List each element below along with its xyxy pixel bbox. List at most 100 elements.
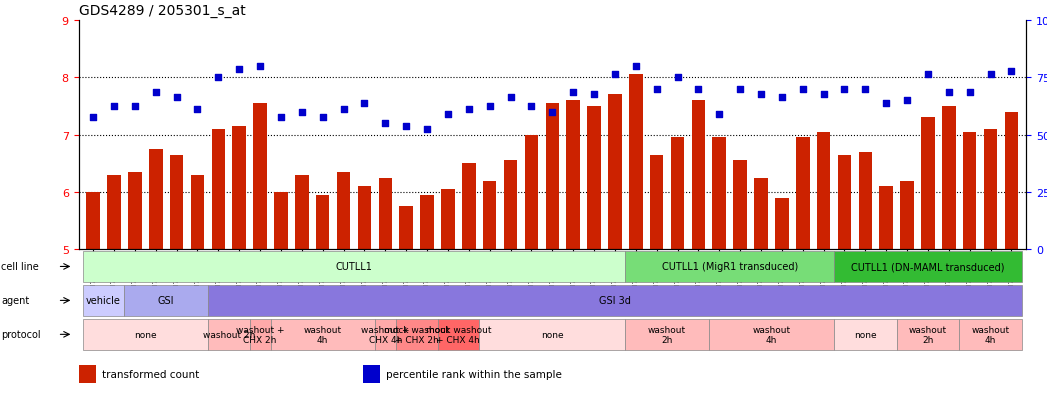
Bar (859, 152, 872, 250)
Point (482, 103, 498, 110)
Bar (83, 251, 625, 282)
Point (982, 72, 999, 78)
Bar (83, 319, 208, 350)
Point (543, 109, 560, 116)
Text: CUTLL1 (MigR1 transduced): CUTLL1 (MigR1 transduced) (662, 262, 798, 272)
Point (606, 72, 623, 78)
Text: protocol: protocol (1, 330, 41, 339)
Bar (921, 118, 935, 250)
Bar (362, 366, 380, 383)
Bar (295, 176, 309, 250)
Point (398, 123, 415, 130)
Point (669, 75, 686, 81)
Bar (208, 285, 1022, 316)
Point (106, 103, 122, 110)
Bar (396, 319, 438, 350)
Point (627, 63, 644, 70)
Point (524, 103, 540, 110)
Point (377, 121, 394, 127)
Bar (754, 178, 767, 250)
Bar (834, 251, 1022, 282)
Bar (775, 198, 788, 250)
Point (127, 103, 143, 110)
Bar (83, 285, 125, 316)
Bar (107, 176, 120, 250)
Point (816, 92, 832, 98)
Text: none: none (134, 330, 157, 339)
Point (877, 100, 894, 107)
Point (230, 66, 247, 73)
Point (690, 86, 707, 93)
Text: transformed count: transformed count (103, 370, 200, 380)
Point (648, 86, 665, 93)
Text: GSI: GSI (158, 296, 175, 306)
Text: none: none (541, 330, 563, 339)
Bar (525, 135, 538, 250)
Text: cell line: cell line (1, 262, 39, 272)
Bar (650, 155, 664, 250)
Point (148, 89, 164, 95)
Text: mock washout
+ CHX 4h: mock washout + CHX 4h (426, 325, 491, 344)
Bar (834, 319, 896, 350)
Text: washout
4h: washout 4h (972, 325, 1009, 344)
Text: washout
2h: washout 2h (909, 325, 948, 344)
Bar (796, 138, 809, 250)
Bar (79, 366, 95, 383)
Bar (125, 285, 208, 316)
Bar (896, 319, 959, 350)
Bar (545, 104, 559, 250)
Point (419, 126, 436, 133)
Point (461, 106, 477, 113)
Bar (629, 75, 643, 250)
Text: washout +
CHX 4h: washout + CHX 4h (361, 325, 409, 344)
Point (919, 72, 936, 78)
Point (774, 95, 790, 101)
Bar (375, 319, 396, 350)
Bar (504, 161, 517, 250)
Bar (86, 192, 99, 250)
Bar (462, 164, 475, 250)
Bar (984, 130, 998, 250)
Point (857, 86, 874, 93)
Bar (566, 101, 580, 250)
Point (356, 100, 373, 107)
Point (293, 109, 310, 116)
Text: percentile rank within the sample: percentile rank within the sample (386, 370, 562, 380)
Bar (671, 138, 685, 250)
Point (711, 112, 728, 119)
Bar (942, 107, 956, 250)
Bar (733, 161, 747, 250)
Point (169, 95, 185, 101)
Bar (399, 207, 413, 250)
Bar (879, 187, 893, 250)
Text: washout 2h: washout 2h (203, 330, 255, 339)
Bar (128, 173, 141, 250)
Text: CUTLL1: CUTLL1 (336, 262, 373, 272)
Bar (149, 150, 162, 250)
Bar (1005, 112, 1019, 250)
Bar (211, 130, 225, 250)
Point (1003, 69, 1020, 76)
Bar (232, 127, 246, 250)
Bar (358, 187, 372, 250)
Point (85, 115, 102, 121)
Point (837, 86, 853, 93)
Bar (838, 155, 851, 250)
Bar (274, 192, 288, 250)
Point (961, 89, 978, 95)
Point (210, 75, 227, 81)
Point (272, 115, 289, 121)
Point (940, 89, 957, 95)
Bar (420, 195, 433, 250)
Bar (316, 195, 330, 250)
Text: vehicle: vehicle (86, 296, 121, 306)
Bar (253, 104, 267, 250)
Bar (625, 251, 834, 282)
Bar (963, 133, 977, 250)
Bar (709, 319, 834, 350)
Text: agent: agent (1, 296, 29, 306)
Bar (270, 319, 375, 350)
Bar (337, 173, 351, 250)
Bar (191, 176, 204, 250)
Bar (480, 319, 625, 350)
